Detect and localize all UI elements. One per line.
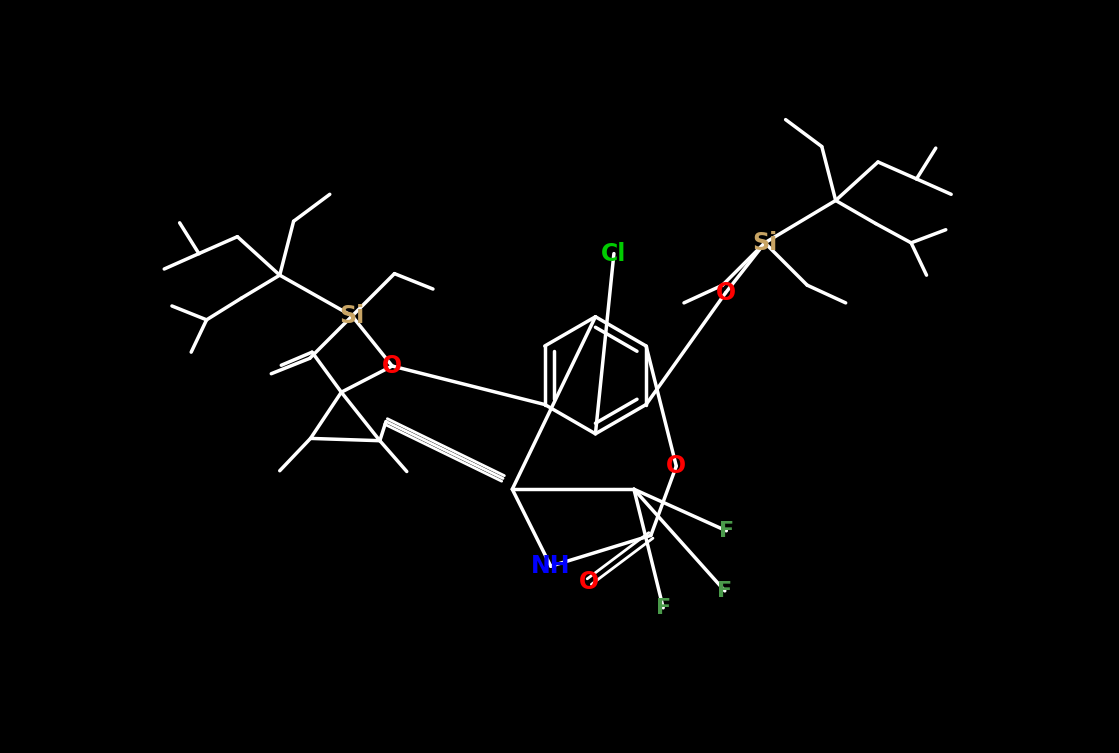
Text: F: F bbox=[718, 521, 734, 541]
Text: F: F bbox=[656, 598, 670, 617]
Text: Si: Si bbox=[752, 231, 778, 255]
Text: F: F bbox=[717, 581, 732, 601]
Text: Cl: Cl bbox=[601, 242, 627, 266]
Text: O: O bbox=[580, 569, 600, 593]
Text: O: O bbox=[715, 281, 735, 305]
Text: Si: Si bbox=[339, 304, 365, 328]
Text: O: O bbox=[382, 354, 402, 378]
Text: NH: NH bbox=[532, 554, 571, 578]
Text: O: O bbox=[666, 454, 686, 478]
